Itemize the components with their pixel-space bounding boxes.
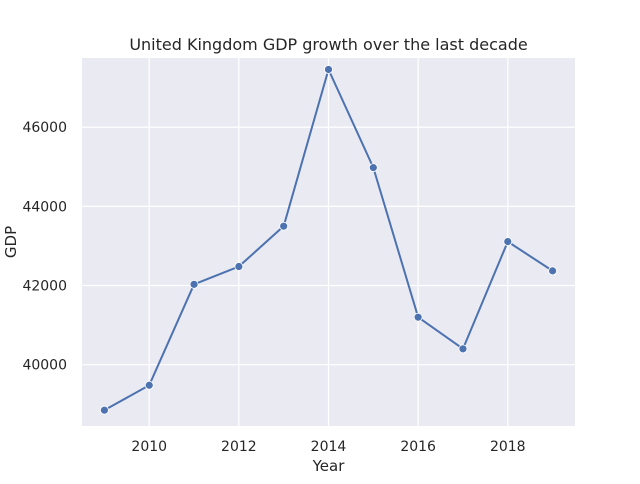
x-tick-labels: 2010 2012 2014 2016 2018 — [131, 439, 525, 455]
grid — [82, 58, 575, 426]
y-tick-labels: 40000 42000 44000 46000 — [22, 120, 67, 373]
data-point — [368, 163, 378, 173]
chart-title: United Kingdom GDP growth over the last … — [129, 35, 527, 54]
x-tick-label: 2016 — [400, 439, 436, 455]
y-tick-label: 42000 — [22, 279, 67, 295]
y-tick-label: 46000 — [22, 120, 67, 136]
data-point — [189, 279, 199, 289]
data-point — [548, 266, 557, 276]
data-point — [413, 312, 423, 322]
y-axis-label: GDP — [2, 226, 20, 258]
x-tick-label: 2018 — [490, 439, 526, 455]
data-point — [458, 344, 468, 354]
y-tick-label: 40000 — [22, 358, 67, 374]
data-point — [144, 380, 154, 390]
x-tick-label: 2010 — [131, 439, 167, 455]
x-tick-label: 2014 — [311, 439, 347, 455]
marker-layer — [100, 65, 557, 415]
data-point — [324, 65, 333, 74]
data-point — [279, 221, 289, 231]
x-tick-label: 2012 — [221, 439, 257, 455]
data-point — [100, 405, 109, 415]
y-tick-label: 44000 — [22, 199, 67, 215]
x-axis-label: Year — [312, 457, 346, 475]
data-point — [503, 237, 513, 247]
data-point — [234, 262, 244, 271]
